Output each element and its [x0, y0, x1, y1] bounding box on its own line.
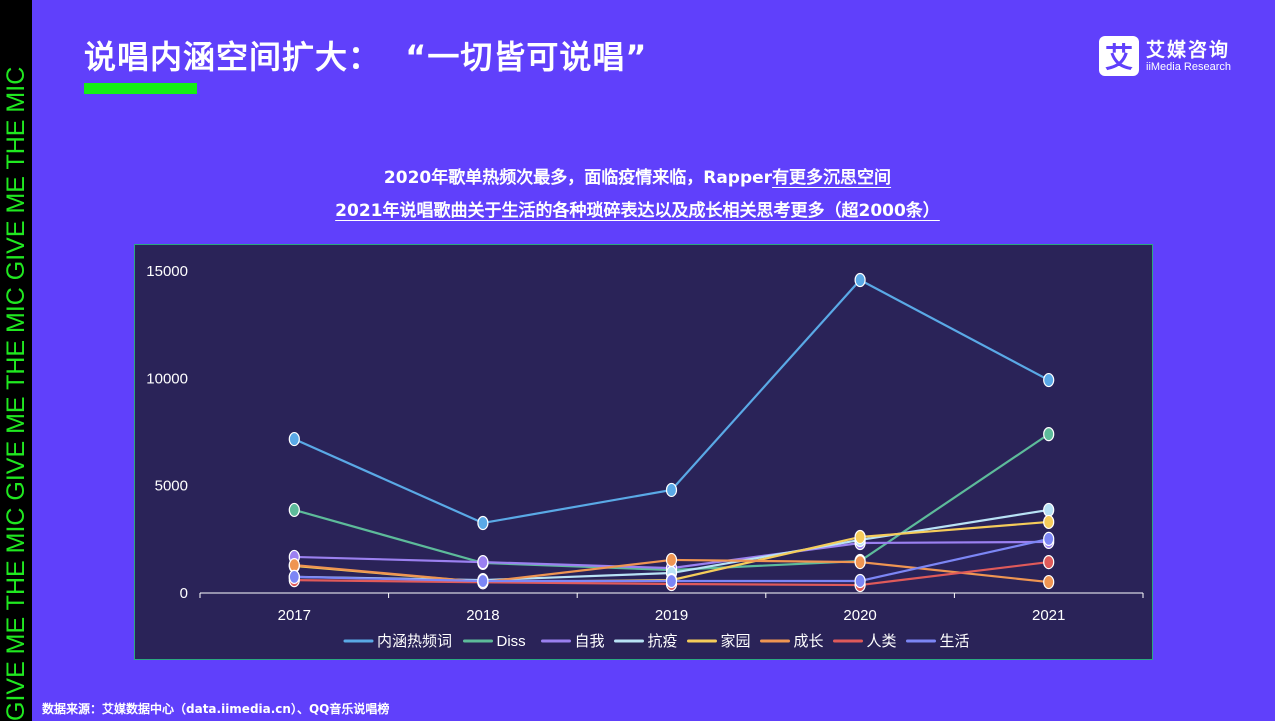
- data-point: [288, 431, 300, 447]
- logo-name-cn: 艾媒咨询: [1146, 38, 1231, 61]
- logo-name-en: iiMedia Research: [1146, 60, 1231, 73]
- x-tick-label: 2018: [466, 607, 499, 624]
- brand-logo: 艾 艾媒咨询 iiMedia Research: [1099, 36, 1231, 76]
- legend-label: 人类: [867, 633, 897, 650]
- legend-label: 家园: [721, 633, 751, 650]
- data-point: [1043, 372, 1055, 388]
- series-line: [294, 433, 1050, 572]
- side-banner: GIVE ME THE MIC GIVE ME THE MIC GIVE ME …: [0, 0, 32, 721]
- data-point: [854, 573, 866, 589]
- legend-label: 抗疫: [648, 633, 678, 650]
- logo-icon: 艾: [1099, 36, 1139, 76]
- data-point: [854, 272, 866, 288]
- legend-label: 生活: [940, 633, 970, 650]
- data-point: [854, 529, 866, 545]
- legend-label: Diss: [497, 633, 526, 650]
- legend-label: 成长: [794, 633, 824, 650]
- data-point: [1043, 574, 1055, 590]
- data-point: [1043, 502, 1055, 518]
- subtitle-line-1-plain: 2020年歌单热频次最多，面临疫情来临，Rapper: [383, 168, 773, 188]
- data-point: [1043, 531, 1055, 547]
- data-point: [854, 554, 866, 570]
- x-tick-label: 2019: [655, 607, 688, 624]
- data-point: [288, 569, 300, 584]
- x-tick-label: 2017: [278, 607, 311, 624]
- y-tick-label: 5000: [155, 478, 188, 495]
- subtitle-line-2: 2021年说唱歌曲关于生活的各种琐碎表达以及成长相关思考更多（超2000条）: [0, 196, 1275, 221]
- data-point: [477, 554, 489, 570]
- chart-canvas: 2017 2018 2019 2020 2021 0 5000 10000 15000 内涵热频词…: [146, 263, 1144, 650]
- data-point: [477, 515, 489, 531]
- data-source-note: 数据来源：艾媒数据中心（data.iimedia.cn）、QQ音乐说唱榜: [42, 702, 390, 716]
- y-tick-label: 0: [180, 585, 188, 602]
- data-point: [288, 502, 300, 518]
- data-point: [477, 573, 489, 589]
- data-point: [288, 557, 300, 573]
- data-point: [1043, 554, 1055, 570]
- line-chart: 2017 2018 2019 2020 2021 0 5000 10000 15000 内涵热频词…: [134, 244, 1153, 660]
- data-point: [665, 552, 678, 568]
- title-accent-bar: [84, 83, 197, 94]
- subtitle-line-1-underlined: 有更多沉思空间: [772, 168, 892, 188]
- data-point: [1043, 514, 1055, 530]
- subtitle-line-2-text: 2021年说唱歌曲关于生活的各种琐碎表达以及成长相关思考更多（超2000条）: [335, 201, 940, 221]
- page-title: 说唱内涵空间扩大： “一切皆可说唱”: [84, 38, 648, 76]
- x-tick-label: 2020: [843, 607, 876, 624]
- x-tick-label: 2021: [1032, 607, 1065, 624]
- data-point: [665, 573, 678, 589]
- data-point: [1043, 427, 1055, 442]
- y-tick-label: 10000: [146, 370, 188, 387]
- y-tick-label: 15000: [146, 263, 188, 280]
- data-point: [665, 482, 678, 498]
- subtitle-line-1: 2020年歌单热频次最多，面临疫情来临，Rapper有更多沉思空间: [0, 163, 1275, 188]
- legend-label: 内涵热频词: [377, 633, 452, 650]
- legend-label: 自我: [575, 633, 605, 650]
